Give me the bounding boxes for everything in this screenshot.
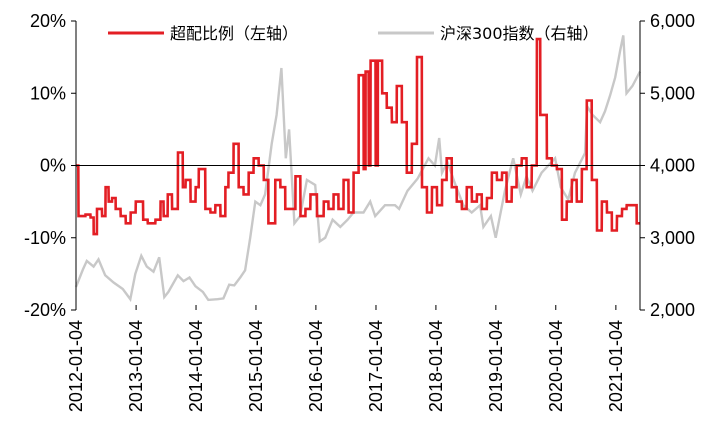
left-tick-label: 10%	[30, 83, 66, 103]
x-tick-label: 2017-01-04	[366, 320, 386, 412]
legend-overweight-label: 超配比例（左轴）	[170, 24, 298, 43]
right-tick-label: 3,000	[650, 228, 695, 248]
x-tick-label: 2020-01-04	[546, 320, 566, 412]
left-tick-label: -20%	[24, 300, 66, 320]
x-tick-label: 2014-01-04	[186, 320, 206, 412]
x-tick-label: 2012-01-04	[66, 320, 86, 412]
x-tick-label: 2018-01-04	[426, 320, 446, 412]
legend-csi300-label: 沪深300指数（右轴）	[440, 24, 599, 43]
x-tick-label: 2021-01-04	[606, 320, 626, 412]
x-tick-label: 2019-01-04	[486, 320, 506, 412]
right-tick-label: 6,000	[650, 11, 695, 31]
left-tick-label: 20%	[30, 11, 66, 31]
x-tick-label: 2016-01-04	[306, 320, 326, 412]
x-tick-label: 2013-01-04	[126, 320, 146, 412]
left-tick-label: 0%	[40, 156, 66, 176]
left-tick-label: -10%	[24, 228, 66, 248]
right-tick-label: 4,000	[650, 156, 695, 176]
right-tick-label: 2,000	[650, 300, 695, 320]
x-tick-label: 2015-01-04	[246, 320, 266, 412]
series-line-overweight	[76, 37, 640, 236]
right-tick-label: 5,000	[650, 83, 695, 103]
